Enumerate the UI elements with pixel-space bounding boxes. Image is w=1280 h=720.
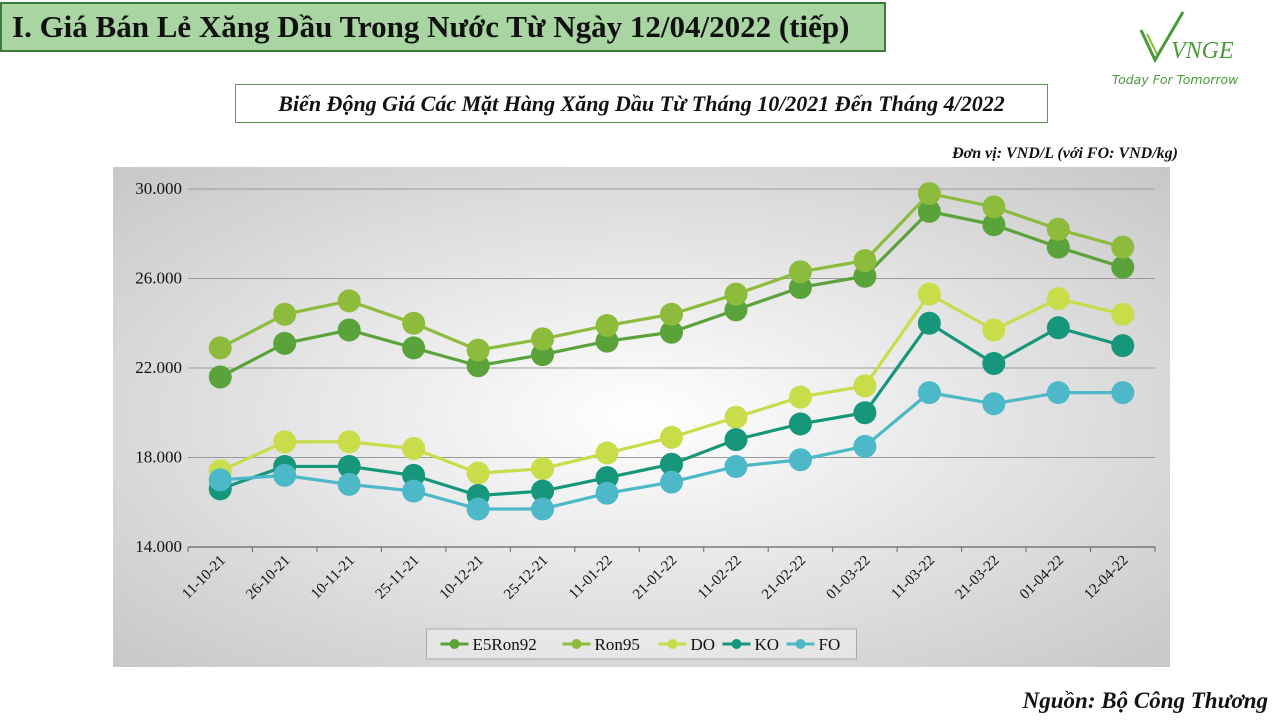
data-point-do [660,425,683,449]
data-point-fo [1046,381,1070,405]
vnge-logo-icon: VNGE [1139,11,1234,64]
data-point-fo [402,479,426,503]
data-point-fo [788,448,812,472]
data-point-ko [337,454,361,478]
data-point-ron95 [660,302,683,326]
legend-swatch-marker [449,639,460,649]
data-point-ron95 [466,338,490,362]
data-point-ron95 [208,336,232,360]
legend-entry-label: E5Ron92 [473,635,537,654]
page-title: I. Giá Bán Lẻ Xăng Dầu Trong Nước Từ Ngà… [12,9,850,44]
data-point-ko [853,401,877,425]
legend-entry-label: DO [691,635,716,654]
data-point-do [1046,287,1070,311]
price-line-chart: 14.000 18.000 22.000 26.000 30.000 11-10-21 26… [113,167,1170,667]
y-tick-label: 22.000 [135,358,182,377]
data-point-ron95 [982,195,1006,219]
data-point-e5ron92 [337,318,361,342]
data-point-do [595,441,619,465]
data-point-e5ron92 [660,320,683,344]
unit-note: Đơn vị: VND/L (với FO: VND/kg) [952,145,1178,162]
data-point-do [853,374,877,398]
data-point-ko [660,452,683,476]
data-point-ron95 [595,313,619,337]
legend-swatch-marker [667,639,678,649]
data-point-fo [724,454,748,478]
data-point-e5ron92 [208,365,232,389]
y-tick-label: 14.000 [135,537,182,556]
data-point-ko [917,311,941,335]
data-point-ron95 [531,327,555,351]
data-point-e5ron92 [982,213,1006,237]
data-point-do [273,430,297,454]
data-point-ko [724,428,748,452]
data-point-ko [1046,316,1070,340]
data-point-fo [1111,381,1135,405]
data-point-ron95 [1111,235,1135,259]
page-title-banner: I. Giá Bán Lẻ Xăng Dầu Trong Nước Từ Ngà… [0,2,886,52]
data-point-ron95 [853,249,877,273]
data-point-ron95 [917,181,941,205]
logo-text: VNGE [1171,38,1234,64]
data-point-do [788,385,812,409]
y-tick-label: 30.000 [135,179,182,198]
data-point-ron95 [402,311,426,335]
legend-swatch-marker [571,639,582,649]
data-point-ron95 [273,302,297,326]
data-point-do [531,457,555,481]
data-point-do [402,437,426,461]
data-point-ko [982,352,1006,376]
data-point-do [724,405,748,429]
data-point-ko [1111,334,1135,358]
data-point-fo [208,468,232,492]
data-point-ron95 [788,260,812,284]
legend-entry-label: KO [755,635,780,654]
data-point-e5ron92 [273,331,297,355]
plot-background [113,167,1170,667]
data-point-do [1111,302,1135,326]
data-point-fo [273,463,297,487]
data-point-fo [531,497,555,521]
data-point-fo [466,497,490,521]
data-point-do [337,430,361,454]
data-point-fo [982,392,1006,416]
data-point-ron95 [337,289,361,313]
legend-swatch-marker [731,639,742,649]
legend-box [426,628,857,660]
y-tick-label: 18.000 [135,448,182,467]
data-point-e5ron92 [1046,235,1070,259]
source-note: Nguồn: Bộ Công Thương [1022,688,1268,713]
data-point-fo [917,381,941,405]
data-point-e5ron92 [1111,255,1135,279]
vnge-logo: VNGE Today For Tomorrow [1108,8,1278,94]
y-tick-label: 26.000 [135,269,182,288]
legend-entry-label: FO [819,635,841,654]
data-point-fo [595,481,619,505]
data-point-fo [853,434,877,458]
data-point-ko [531,479,555,503]
legend-entry-label: Ron95 [595,635,640,654]
logo-tagline: Today For Tomorrow [1112,72,1239,87]
data-point-ron95 [724,282,748,306]
legend-swatch-marker [795,639,806,649]
data-point-fo [660,470,683,494]
data-point-ko [788,412,812,436]
data-point-fo [337,472,361,496]
data-point-do [982,318,1006,342]
data-point-do [466,461,490,485]
data-point-do [917,282,941,306]
chart-title: Biến Động Giá Các Mặt Hàng Xăng Dầu Từ T… [278,90,1005,116]
data-point-ron95 [1046,217,1070,241]
data-point-e5ron92 [917,199,941,223]
chart-title-box: Biến Động Giá Các Mặt Hàng Xăng Dầu Từ T… [235,84,1048,123]
data-point-e5ron92 [402,336,426,360]
